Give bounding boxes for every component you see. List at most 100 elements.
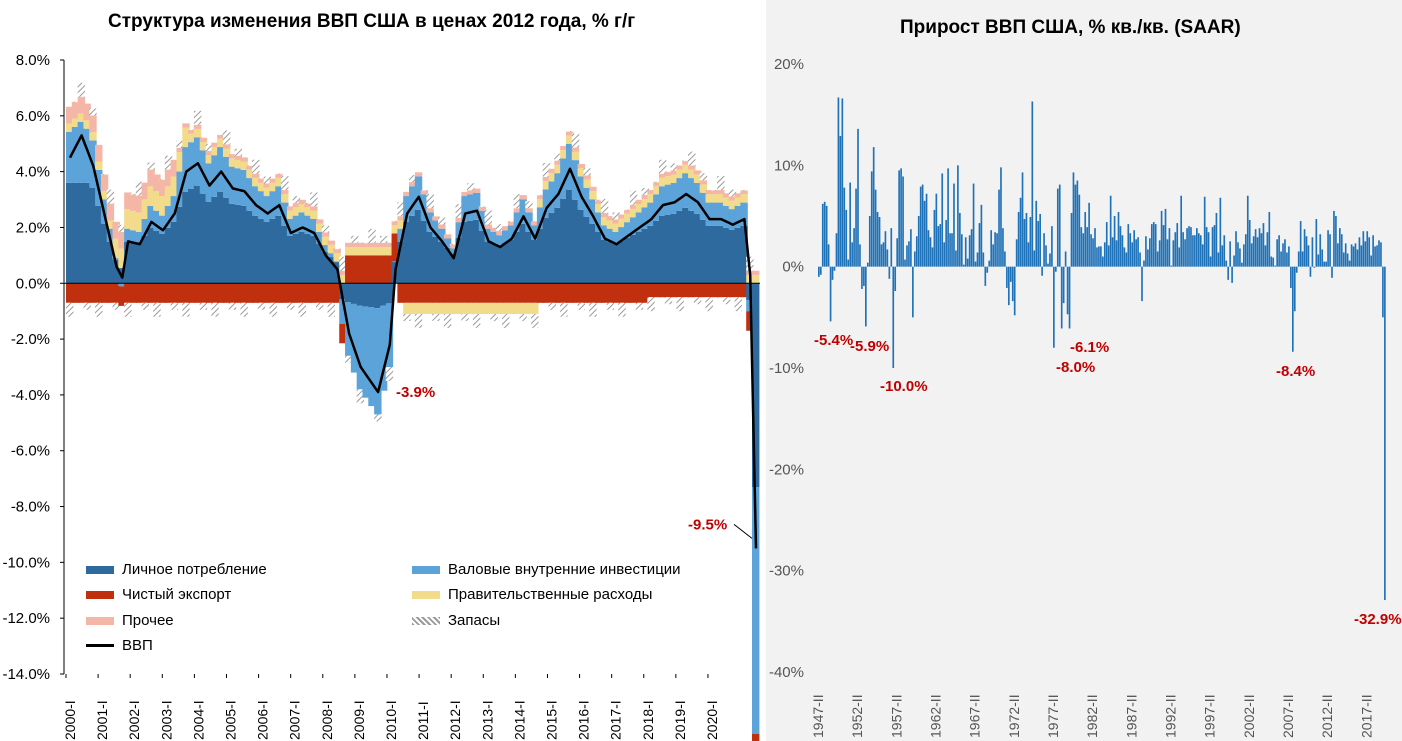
right-annotation: -5.4%: [814, 332, 853, 349]
bar-inventories: [664, 297, 673, 305]
right-bar: [1068, 266, 1071, 329]
bar-net_exports: [560, 283, 568, 303]
bar-other: [496, 231, 504, 236]
right-x-tick-label: 2012-II: [1319, 694, 1335, 738]
bar-net_exports: [356, 255, 365, 284]
bar-net_exports: [205, 283, 213, 303]
right-bar: [1307, 245, 1310, 267]
bar-other: [310, 206, 318, 211]
bar-inventories: [391, 220, 399, 222]
bar-consumption: [560, 198, 568, 284]
bar-consumption: [112, 260, 120, 284]
bar-investment: [246, 178, 254, 211]
bar-other: [397, 216, 405, 221]
right-bar: [1053, 266, 1055, 348]
right-bar: [970, 229, 973, 267]
bar-government: [624, 213, 632, 223]
right-bar: [986, 266, 989, 273]
bar-consumption: [507, 239, 516, 284]
bar-government: [449, 302, 458, 314]
right-bar: [906, 245, 908, 267]
bar-net_exports: [746, 311, 754, 331]
bar-investment: [722, 205, 731, 228]
right-bar: [1231, 266, 1233, 283]
right-bar: [1174, 232, 1177, 267]
bar-net_exports: [484, 283, 493, 303]
left-y-tick-label: -12.0%: [2, 610, 50, 627]
bar-consumption: [409, 215, 417, 284]
bar-consumption: [624, 237, 632, 284]
bar-consumption: [385, 283, 394, 304]
bar-investment: [606, 228, 615, 242]
bar-other: [147, 169, 155, 187]
bar-other: [688, 165, 696, 170]
right-bar: [1141, 266, 1143, 302]
annotation-minus-3-9: -3.9%: [396, 384, 435, 401]
right-bar: [1111, 237, 1114, 267]
bar-government: [496, 302, 504, 314]
right-bar: [1203, 196, 1206, 267]
bar-net_exports: [472, 283, 481, 303]
bar-inventories: [188, 129, 196, 131]
bar-inventories: [432, 313, 440, 321]
right-x-tick-label: 1957-II: [888, 694, 904, 738]
bar-net_exports: [135, 283, 144, 303]
right-bar: [853, 228, 855, 267]
bar-consumption: [193, 185, 202, 284]
bar-other: [83, 103, 91, 121]
bar-inventories: [728, 189, 737, 197]
bar-net_exports: [100, 283, 109, 303]
left-y-tick-label: -8.0%: [11, 499, 50, 516]
bar-other: [327, 240, 336, 245]
right-chart-title: Прирост ВВП США, % кв./кв. (SAAR): [900, 17, 1241, 38]
right-bar: [919, 186, 922, 267]
bar-consumption: [362, 283, 370, 307]
bar-other: [339, 270, 347, 275]
bar-consumption: [368, 283, 376, 308]
bar-other: [612, 219, 620, 224]
bar-consumption: [397, 241, 405, 284]
bar-net_exports: [536, 283, 545, 303]
bar-other: [71, 101, 80, 119]
bar-government: [339, 274, 347, 284]
right-bar: [1384, 266, 1386, 601]
right-bar: [927, 230, 930, 267]
right-bar: [888, 266, 891, 279]
left-x-tick-label: 2019-I: [672, 700, 688, 740]
left-chart-svg: 8.0% 6.0% 4.0% 2.0% 0.0% -2.0% -4.0% -6.0% -8.0%…: [2, 52, 760, 741]
bar-government: [403, 302, 411, 314]
bar-consumption: [217, 191, 225, 284]
bar-net_exports: [164, 283, 173, 303]
bar-other: [66, 106, 74, 124]
bar-other: [129, 194, 138, 211]
bar-inventories: [641, 187, 649, 195]
bar-inventories: [124, 302, 132, 317]
right-bar: [1000, 167, 1002, 267]
bar-other: [542, 176, 551, 182]
bar-other: [368, 242, 376, 247]
right-bar: [1131, 242, 1134, 267]
bar-inventories: [600, 198, 609, 213]
right-bar: [1098, 246, 1100, 267]
bar-other: [246, 165, 254, 170]
right-bar: [870, 171, 873, 267]
bar-net_exports: [449, 283, 458, 303]
bar-other: [507, 221, 516, 226]
right-bar: [1248, 220, 1251, 267]
bar-net_exports: [705, 283, 713, 298]
bar-net_exports: [199, 283, 208, 303]
right-bar: [1205, 227, 1208, 267]
bar-consumption: [595, 231, 603, 284]
bar-consumption: [490, 243, 498, 284]
right-bar: [898, 170, 900, 267]
bar-other: [292, 203, 301, 208]
bar-other: [502, 226, 510, 231]
bar-consumption: [246, 210, 254, 284]
bar-investment: [333, 261, 341, 263]
bar-government: [234, 159, 243, 169]
bar-government: [641, 199, 649, 208]
bar-other: [705, 190, 713, 195]
bar-inventories: [397, 202, 405, 217]
legend-gdp-line: [86, 644, 114, 647]
bar-government: [257, 182, 266, 192]
